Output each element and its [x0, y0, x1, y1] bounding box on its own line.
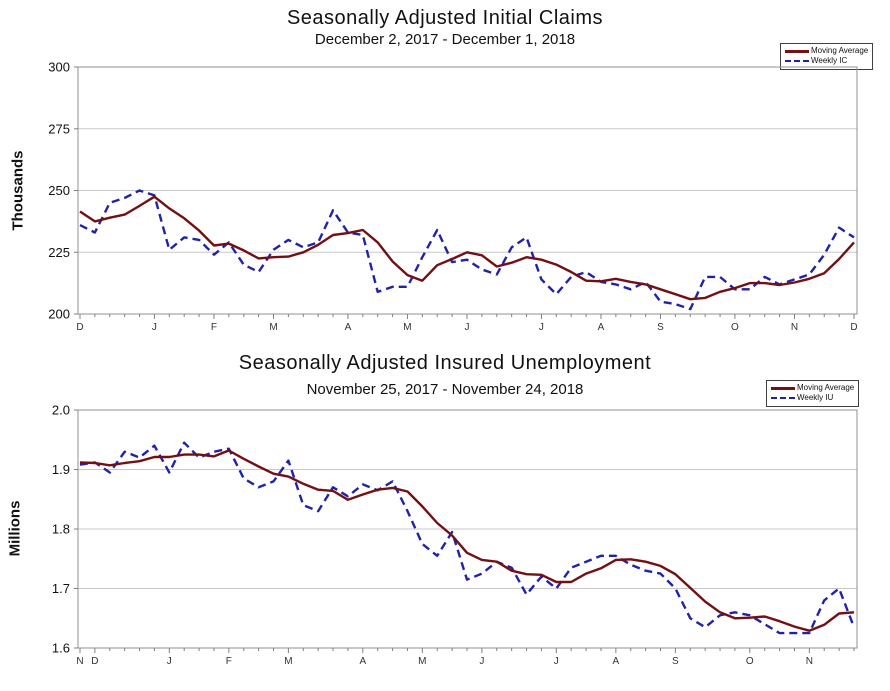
month-label: F [226, 656, 232, 667]
y-tick-label: 200 [48, 307, 70, 322]
month-label: M [418, 656, 426, 667]
legend-row-weekly-iu: Weekly IU [771, 393, 854, 403]
month-label: A [359, 656, 366, 667]
legend-label-moving-average: Moving Average [811, 46, 869, 55]
y-tick-label: 2.0 [52, 403, 70, 418]
insured-unemployment-plot: 1.61.71.81.92.0N D J F M A M J J A S O N [52, 403, 858, 667]
moving-average-line [79, 195, 855, 301]
month-label: J [554, 656, 559, 667]
month-label: D [91, 656, 98, 667]
y-tick-label: 1.7 [52, 581, 70, 596]
insured-unemployment-legend: Moving Average Weekly IU [766, 380, 860, 407]
y-tick-label: 250 [48, 183, 70, 198]
month-label: D [850, 322, 857, 333]
initial-claims-plot: 200 225 250 275 300 D J F M A M J J A S O N D [48, 60, 857, 334]
month-label: N [806, 656, 813, 667]
moving-average-line [79, 449, 855, 632]
month-label: N [76, 656, 83, 667]
month-label: O [746, 656, 754, 667]
month-label: M [403, 322, 411, 333]
legend-label-weekly-ic: Weekly IC [811, 56, 848, 65]
month-label: F [211, 322, 217, 333]
month-label: M [269, 322, 277, 333]
initial-claims-subtitle: December 2, 2017 - December 1, 2018 [314, 31, 576, 48]
weekly-iu-line-swatch [771, 397, 795, 399]
month-label: D [76, 322, 83, 333]
month-label: M [284, 656, 292, 667]
y-tick-label: 275 [48, 121, 70, 136]
weekly-ic-line [79, 189, 855, 311]
y-tick-label: 1.6 [52, 641, 70, 656]
legend-label-weekly-iu: Weekly IU [797, 393, 834, 402]
month-label: A [598, 322, 605, 333]
y-tick-label: 225 [48, 245, 70, 260]
legend-row-weekly-ic: Weekly IC [785, 56, 868, 66]
month-label: J [479, 656, 484, 667]
month-label: A [345, 322, 352, 333]
month-label: N [791, 322, 798, 333]
initial-claims-legend: Moving Average Weekly IC [780, 43, 874, 70]
month-label: O [731, 322, 739, 333]
legend-row-moving-average: Moving Average [771, 383, 854, 393]
month-label: S [672, 656, 679, 667]
weekly-ic-line-swatch [785, 60, 809, 62]
weekly-iu-line [79, 441, 856, 635]
month-label: J [465, 322, 470, 333]
moving-average-line-swatch [771, 386, 795, 390]
month-label: J [152, 322, 157, 333]
month-label: J [167, 656, 172, 667]
legend-label-moving-average: Moving Average [797, 383, 855, 392]
month-label: A [613, 656, 620, 667]
insured-unemployment-subtitle: November 25, 2017 - November 24, 2018 [306, 381, 584, 398]
month-label: J [539, 322, 544, 333]
moving-average-line-swatch [785, 49, 809, 53]
legend-row-moving-average: Moving Average [785, 46, 868, 56]
y-tick-label: 1.8 [52, 522, 70, 537]
month-label: S [657, 322, 664, 333]
y-tick-label: 300 [48, 60, 70, 75]
insured-unemployment-title: Seasonally Adjusted Insured Unemployment [238, 352, 652, 374]
initial-claims-title: Seasonally Adjusted Initial Claims [286, 7, 604, 29]
y-tick-label: 1.9 [52, 462, 70, 477]
